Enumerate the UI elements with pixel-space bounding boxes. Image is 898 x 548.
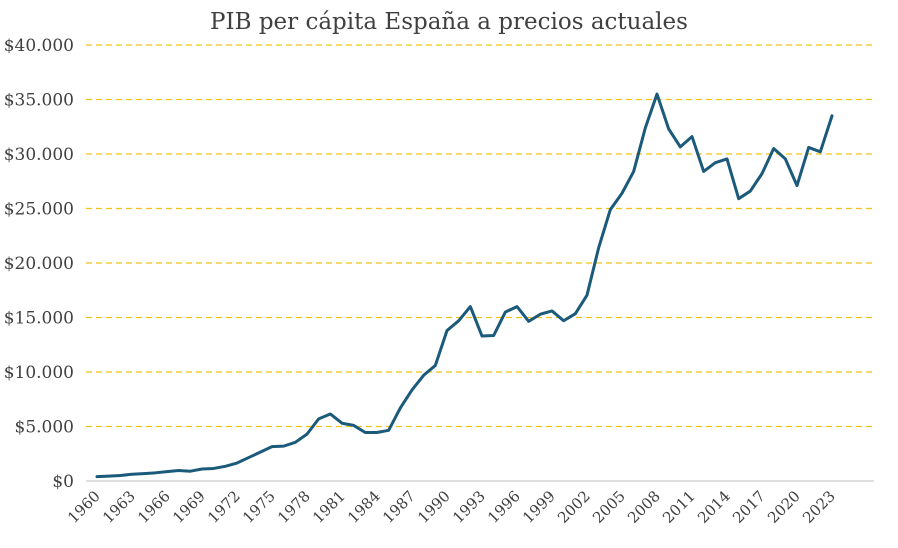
gridlines <box>86 44 874 428</box>
y-tick-label: $15.000 <box>4 309 74 329</box>
y-tick-label: $5.000 <box>15 418 74 438</box>
x-tick-label: 1975 <box>239 487 279 527</box>
y-tick-label: $0 <box>52 472 74 492</box>
x-tick-label: 1963 <box>99 487 139 527</box>
x-axis-tick-labels: 1960196319661969197219751978198119841987… <box>64 487 839 527</box>
x-tick-label: 1987 <box>379 487 419 527</box>
x-tick-label: 1969 <box>169 487 209 527</box>
x-tick-label: 1966 <box>134 487 174 527</box>
x-tick-label: 1978 <box>274 487 314 527</box>
y-tick-label: $35.000 <box>4 91 74 111</box>
x-tick-label: 1993 <box>449 487 489 527</box>
x-tick-label: 2002 <box>554 487 594 527</box>
x-tick-label: 2023 <box>799 487 839 527</box>
x-tick-label: 1990 <box>414 487 454 527</box>
x-tick-label: 2020 <box>764 487 804 527</box>
x-tick-label: 2017 <box>729 487 769 527</box>
x-tick-label: 1996 <box>484 487 524 527</box>
x-tick-label: 2008 <box>624 487 664 527</box>
chart-title: PIB per cápita España a precios actuales <box>210 9 688 35</box>
x-tick-label: 2011 <box>659 487 699 527</box>
x-tick-label: 2005 <box>589 487 629 527</box>
y-tick-label: $30.000 <box>4 145 74 165</box>
x-tick-label: 1999 <box>519 487 559 527</box>
x-tick-label: 1960 <box>64 487 104 527</box>
x-tick-label: 2014 <box>694 487 734 527</box>
x-tick-label: 1972 <box>204 487 244 527</box>
y-axis-tick-labels: $0 $5.000 $10.000 $15.000 $20.000 $25.000 $30.… <box>4 36 74 492</box>
y-tick-label: $20.000 <box>4 254 74 274</box>
y-tick-label: $10.000 <box>4 363 74 383</box>
y-tick-label: $25.000 <box>4 200 74 220</box>
y-tick-label: $40.000 <box>4 36 74 56</box>
x-tick-label: 1984 <box>344 487 384 527</box>
x-tick-label: 1981 <box>309 487 349 527</box>
series-line <box>95 92 834 479</box>
